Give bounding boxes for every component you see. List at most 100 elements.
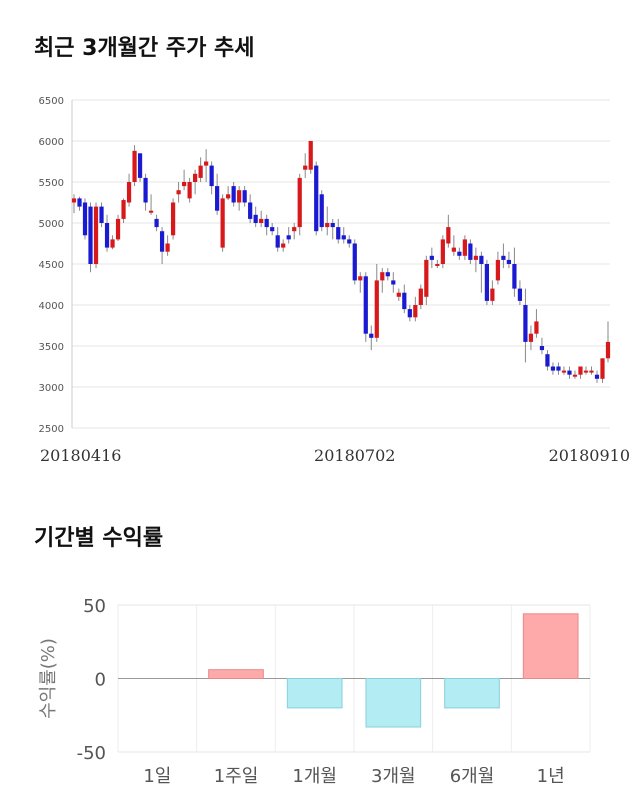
candle-body [181, 182, 187, 187]
candle-body [479, 255, 484, 264]
candle-body [407, 309, 412, 318]
x-tick-label: 1년 [537, 766, 565, 787]
y-tick-label: 6500 [39, 96, 64, 107]
candle-body [264, 218, 269, 228]
candle-body [137, 153, 143, 178]
candle-body [220, 198, 225, 248]
candle-body [242, 190, 247, 203]
candle-body [231, 186, 236, 203]
candle-body [99, 206, 104, 223]
candle-body [132, 150, 137, 182]
candle-body [600, 358, 605, 379]
candle-body [159, 231, 165, 252]
candle-body [352, 243, 357, 281]
candle-body [319, 194, 324, 228]
candle-body [226, 194, 231, 199]
returns-title: 기간별 수익률 [34, 526, 164, 551]
candle-body [104, 223, 110, 248]
x-tick-label: 1일 [143, 766, 171, 787]
candle-body [451, 247, 456, 252]
candle-body [303, 165, 308, 170]
y-tick-label: 4500 [39, 260, 64, 271]
candle-body [341, 235, 346, 240]
candle-body [517, 288, 523, 301]
candle-body [583, 370, 589, 373]
candle-body [550, 366, 556, 371]
candle-body [528, 333, 534, 342]
candle-body [358, 276, 363, 281]
candle-body [253, 214, 258, 223]
candle-body [534, 321, 539, 334]
y-tick-label: 2500 [39, 424, 64, 435]
candle-body [363, 276, 368, 334]
candle-body [209, 165, 214, 187]
candle-body [473, 255, 478, 260]
candle-body [71, 198, 77, 203]
candle-body [446, 227, 451, 244]
candle-body [501, 255, 506, 260]
candle-body [440, 239, 445, 264]
candle-body [594, 374, 600, 379]
candle-body [369, 333, 374, 338]
candle-body [330, 223, 335, 228]
y-tick-label: 5500 [39, 178, 64, 189]
candle-body [468, 243, 473, 260]
candle-body [495, 259, 501, 281]
candle-body [110, 239, 115, 248]
candle-body [121, 200, 126, 219]
candle-body [380, 272, 385, 281]
candle-body [336, 227, 341, 240]
candle-body [572, 374, 578, 377]
price-trend-title: 최근 3개월간 주가 추세 [34, 36, 255, 61]
y-tick-label: -50 [77, 743, 106, 764]
candle-body [170, 202, 176, 236]
candle-body [418, 288, 423, 305]
candle-body [523, 305, 528, 342]
y-tick-label: 4000 [39, 301, 64, 312]
candle-body [578, 366, 583, 375]
candle-body [126, 182, 132, 203]
x-tick-label: 20180702 [314, 446, 395, 465]
x-tick-label: 6개월 [450, 766, 495, 787]
return-bar [286, 678, 343, 709]
candle-body [462, 239, 467, 256]
candle-body [457, 251, 462, 256]
candle-body [308, 141, 313, 170]
x-tick-label: 1주일 [214, 766, 259, 787]
candle-body [314, 165, 319, 232]
candle-body [424, 259, 429, 297]
candle-body [490, 288, 495, 301]
candle-body [248, 202, 253, 219]
candle-body [589, 370, 594, 373]
candle-body [165, 243, 170, 252]
x-tick-label: 1개월 [292, 766, 337, 787]
y-tick-label: 50 [83, 596, 106, 617]
candle-body [539, 346, 545, 351]
candle-body [154, 218, 159, 228]
candle-body [396, 292, 401, 297]
candle-body [259, 218, 264, 223]
candle-body [556, 366, 561, 371]
candle-body [77, 198, 82, 207]
x-tick-label: 20180416 [40, 446, 121, 465]
candle-body [561, 370, 567, 373]
candle-body [413, 305, 418, 318]
candle-body [374, 280, 379, 338]
candle-body [325, 223, 330, 228]
candle-body [435, 264, 440, 266]
candle-body [512, 264, 517, 289]
candle-body [215, 186, 220, 211]
candle-body [143, 177, 148, 203]
candle-body [484, 264, 489, 301]
candle-body [292, 227, 297, 232]
candle-body [198, 165, 203, 178]
candle-body [176, 190, 181, 195]
candle-body [115, 218, 121, 240]
candle-body [545, 354, 550, 367]
candle-body [270, 227, 275, 232]
candle-body [605, 341, 611, 359]
candle-body [193, 173, 198, 182]
return-bar [444, 678, 500, 709]
candle-body [82, 202, 88, 236]
candle-body [402, 292, 407, 310]
